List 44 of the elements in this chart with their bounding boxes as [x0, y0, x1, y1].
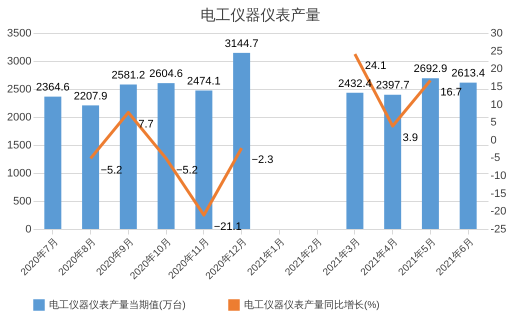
data-label: 2692.9 [414, 63, 448, 76]
data-label: 2613.4 [451, 68, 486, 80]
y2-tick-label: -10 [490, 170, 506, 182]
y-tick-label: 1500 [7, 140, 32, 152]
y-tick-label: 2000 [7, 112, 32, 124]
y2-tick-label: -5 [490, 152, 500, 164]
y2-tick-label: 30 [490, 28, 503, 40]
data-label: −2.3 [252, 154, 274, 166]
bar [44, 96, 62, 229]
bar [158, 83, 175, 229]
y-tick-label: 0 [25, 224, 32, 236]
data-label: 2207.9 [74, 90, 108, 102]
y2-tick-label: 10 [490, 98, 503, 111]
y2-tick-label: 25 [490, 45, 503, 58]
bar [384, 94, 402, 229]
chart-title: 电工仪器仪表产量 [200, 7, 320, 24]
data-label: −21.1 [214, 221, 242, 234]
y-tick-label: 1000 [7, 168, 32, 180]
data-label: 2364.6 [36, 82, 70, 94]
data-label: 7.7 [138, 118, 154, 130]
legend-label: 电工仪器仪表产量同比增长(%) [244, 299, 380, 311]
y2-tick-label: 20 [490, 63, 503, 76]
bar [422, 78, 439, 229]
y-tick-label: 3000 [7, 56, 32, 68]
y-tick-label: 2500 [7, 84, 32, 96]
y-tick-label: 500 [13, 196, 32, 208]
data-label: 24.1 [364, 60, 386, 72]
data-label: 2474.1 [187, 75, 221, 88]
y-tick-label: 3500 [7, 28, 32, 40]
data-label: 2581.2 [112, 69, 146, 82]
legend-label: 电工仪器仪表产量当期值(万台) [49, 299, 186, 311]
y2-tick-label: -15 [490, 188, 506, 200]
data-label: 2397.7 [376, 80, 410, 92]
y2-tick-label: 5 [490, 116, 497, 129]
data-label: 2604.6 [149, 68, 183, 80]
y2-tick-label: -25 [490, 224, 506, 236]
bar [460, 82, 477, 229]
data-label: 3144.7 [224, 38, 258, 50]
data-label: 3.9 [402, 132, 418, 144]
y2-tick-label: -20 [490, 206, 506, 218]
bar [346, 92, 364, 229]
bar [82, 105, 100, 229]
y2-tick-label: 0 [490, 134, 497, 146]
y2-tick-label: 15 [490, 80, 503, 93]
